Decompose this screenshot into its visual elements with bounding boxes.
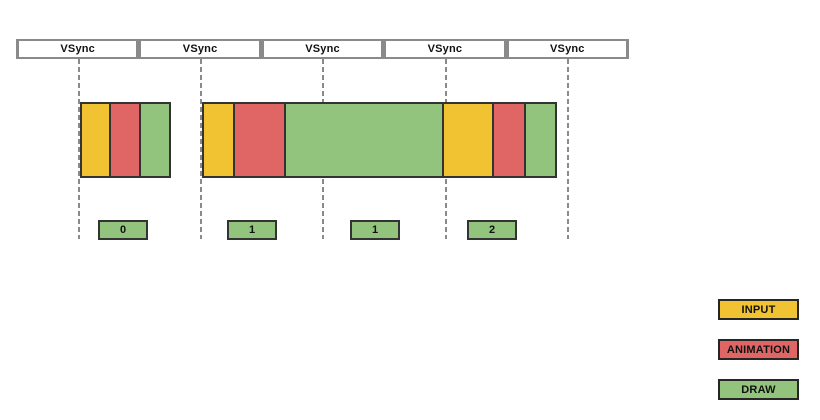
input-phase-segment	[82, 104, 112, 176]
legend: INPUT ANIMATION DRAW	[718, 299, 799, 400]
draw-phase-segment	[140, 104, 169, 176]
frame-number-box: 1	[350, 220, 400, 240]
draw-phase-segment	[526, 104, 555, 176]
frame-number-box: 2	[467, 220, 517, 240]
vsync-segment: VSync	[263, 41, 382, 57]
frame-number-box: 1	[227, 220, 277, 240]
vsync-segment: VSync	[19, 41, 137, 57]
frame-number-box: 0	[98, 220, 148, 240]
vsync-dashed-line	[200, 59, 202, 239]
vsync-dashed-line	[78, 59, 80, 239]
animation-phase-segment	[494, 104, 527, 176]
input-phase-segment	[204, 104, 235, 176]
frame-bar-frame-0	[80, 102, 171, 178]
legend-item-input: INPUT	[718, 299, 799, 320]
vsync-track: VSync VSync VSync VSync VSync	[16, 39, 629, 59]
vsync-segment: VSync	[386, 41, 504, 57]
animation-phase-segment	[111, 104, 141, 176]
legend-item-animation: ANIMATION	[718, 339, 799, 360]
frame-bar-frame-1-2	[202, 102, 557, 178]
draw-phase-segment	[285, 104, 445, 176]
animation-phase-segment	[234, 104, 286, 176]
vsync-dashed-line	[567, 59, 569, 239]
legend-item-draw: DRAW	[718, 379, 799, 400]
vsync-segment: VSync	[141, 41, 259, 57]
input-phase-segment	[444, 104, 495, 176]
vsync-segment: VSync	[508, 41, 627, 57]
